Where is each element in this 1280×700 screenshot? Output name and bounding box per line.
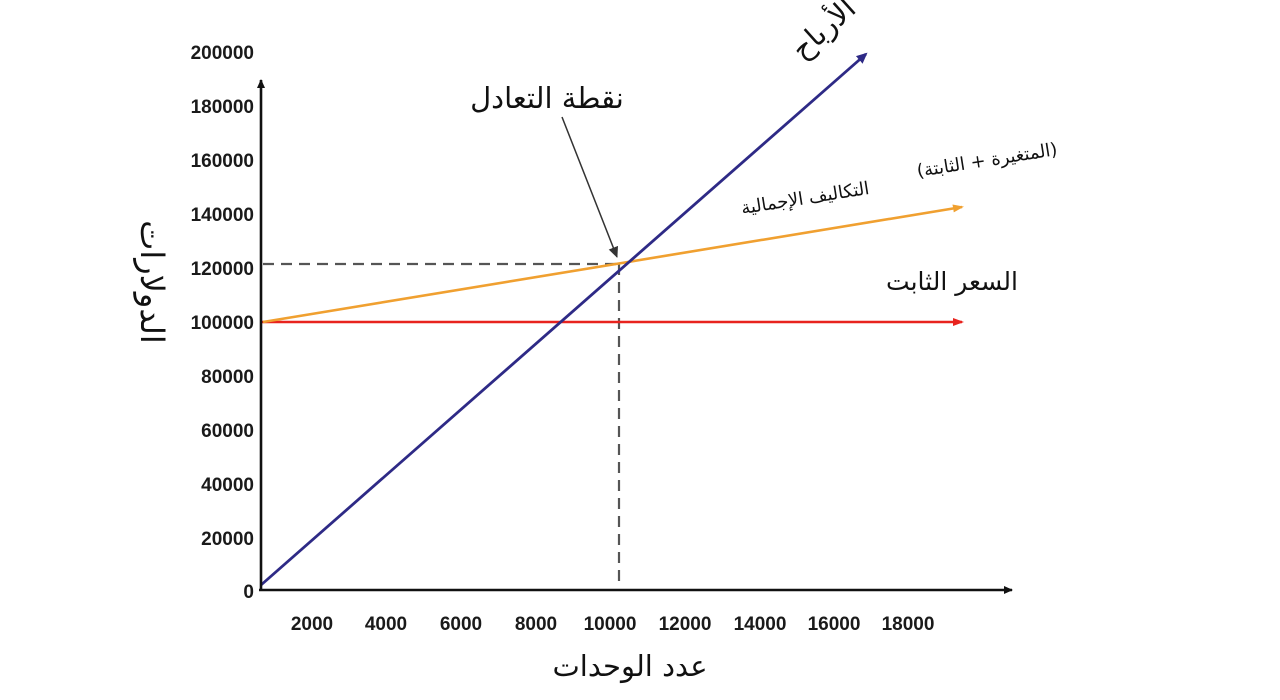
y-tick: 140000: [191, 205, 254, 226]
y-tick: 120000: [191, 259, 254, 280]
x-tick: 2000: [291, 614, 333, 635]
y-tick: 0: [243, 582, 254, 603]
x-tick: 14000: [734, 614, 787, 635]
total-cost-line: [262, 204, 964, 324]
y-tick: 60000: [201, 421, 254, 442]
x-axis-ticks: 2000 4000 6000 8000 10000 12000 14000 16…: [291, 614, 935, 635]
y-axis-ticks: 200000 180000 160000 140000 120000 10000…: [191, 43, 254, 603]
y-tick: 200000: [191, 43, 254, 64]
y-tick: 80000: [201, 367, 254, 388]
breakeven-pointer-arrow: [561, 116, 618, 258]
x-tick: 6000: [440, 614, 482, 635]
x-axis-label: عدد الوحدات: [552, 649, 707, 683]
breakeven-label: نقطة التعادل: [470, 81, 624, 115]
x-tick: 8000: [515, 614, 557, 635]
y-tick: 160000: [191, 151, 254, 172]
total-cost-label-line2: التكاليف الإجمالية: [740, 178, 871, 219]
x-tick: 16000: [808, 614, 861, 635]
breakeven-guides: [263, 262, 621, 588]
y-tick: 40000: [201, 475, 254, 496]
x-tick: 10000: [584, 614, 637, 635]
x-tick: 18000: [882, 614, 935, 635]
profit-line: [260, 52, 868, 587]
y-tick: 100000: [191, 313, 254, 334]
y-tick: 180000: [191, 97, 254, 118]
x-tick: 4000: [365, 614, 407, 635]
fixed-cost-label: السعر الثابت: [886, 267, 1018, 296]
y-tick: 20000: [201, 529, 254, 550]
x-tick: 12000: [659, 614, 712, 635]
y-axis-label: الدولارات: [133, 220, 171, 344]
profit-label: الأرباح: [783, 0, 862, 66]
total-cost-label-line1: (المتغيرة + الثابتة): [915, 139, 1058, 182]
